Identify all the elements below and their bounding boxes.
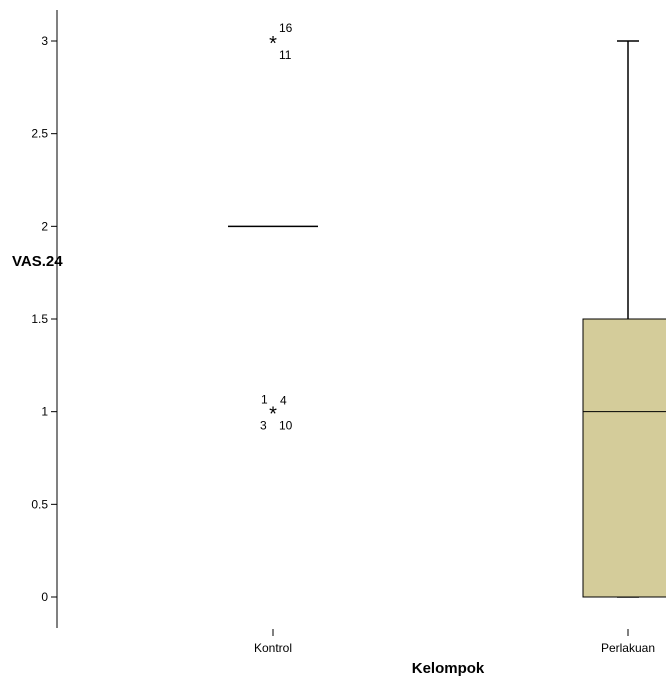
- outlier-marker: *: [269, 404, 277, 426]
- outlier-label: 10: [279, 419, 293, 433]
- outlier-label: 16: [279, 21, 293, 35]
- outlier-label: 4: [280, 394, 287, 408]
- outlier-label: 3: [260, 419, 267, 433]
- y-axis-title: VAS.24: [12, 253, 63, 270]
- iqr-box: [582, 318, 666, 598]
- x-tick-label: Kontrol: [254, 641, 292, 655]
- x-axis-title: Kelompok: [412, 660, 485, 677]
- x-tick-label: Perlakuan: [601, 641, 655, 655]
- y-tick-label: 3: [41, 34, 48, 48]
- y-tick-label: 0.5: [31, 497, 48, 511]
- x-axis-ticks: Kontrol Perlakuan: [254, 629, 655, 655]
- outlier-marker: *: [269, 33, 277, 55]
- y-tick-label: 0: [41, 590, 48, 604]
- y-tick-label: 2: [41, 219, 48, 233]
- y-tick-label: 1.5: [31, 312, 48, 326]
- box-group-perlakuan: [582, 40, 666, 598]
- y-tick-label: 1: [41, 405, 48, 419]
- outlier-label: 11: [279, 48, 292, 62]
- outlier-label: 1: [261, 393, 268, 407]
- y-axis-ticks: 0 0.5 1 1.5 2 2.5 3: [31, 34, 57, 604]
- y-tick-label: 2.5: [31, 127, 48, 141]
